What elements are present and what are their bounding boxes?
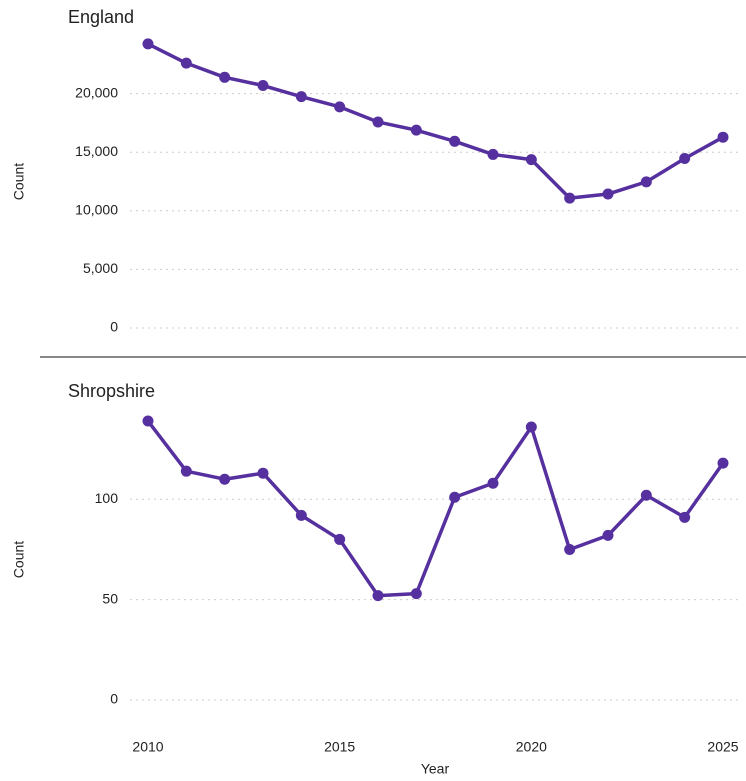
y-tick-label: 15,000 bbox=[75, 143, 118, 159]
point bbox=[334, 533, 346, 545]
point bbox=[372, 590, 384, 602]
point bbox=[640, 489, 652, 501]
x-tick-label: 2015 bbox=[324, 739, 355, 755]
point bbox=[295, 509, 307, 521]
y-tick-label: 0 bbox=[110, 691, 118, 707]
point bbox=[219, 71, 231, 83]
point bbox=[564, 543, 576, 555]
point bbox=[525, 154, 537, 166]
y-tick-label: 50 bbox=[102, 590, 118, 606]
point bbox=[717, 457, 729, 469]
point bbox=[180, 57, 192, 69]
point bbox=[564, 192, 576, 204]
y-tick-label: 20,000 bbox=[75, 84, 118, 100]
x-axis-label: Year bbox=[421, 761, 450, 777]
point bbox=[602, 529, 614, 541]
point bbox=[372, 116, 384, 128]
point bbox=[717, 131, 729, 143]
point bbox=[487, 477, 499, 489]
x-tick-label: 2020 bbox=[516, 739, 547, 755]
line bbox=[146, 419, 725, 598]
point bbox=[295, 91, 307, 103]
point bbox=[679, 153, 691, 165]
y-tick-label: 5,000 bbox=[83, 260, 118, 276]
panel-title: England bbox=[68, 7, 134, 27]
line bbox=[147, 42, 724, 200]
point bbox=[142, 38, 154, 50]
point bbox=[219, 473, 231, 485]
x-tick-label: 2025 bbox=[707, 739, 738, 755]
point bbox=[334, 101, 346, 113]
point bbox=[525, 421, 537, 433]
point bbox=[449, 135, 461, 147]
point bbox=[410, 124, 422, 136]
point bbox=[679, 511, 691, 523]
point bbox=[602, 188, 614, 200]
point bbox=[257, 80, 269, 92]
point bbox=[410, 588, 422, 600]
y-axis-label: Count bbox=[11, 541, 27, 578]
point bbox=[449, 491, 461, 503]
y-axis-label: Count bbox=[11, 163, 27, 200]
y-tick-label: 10,000 bbox=[75, 202, 118, 218]
point bbox=[640, 176, 652, 188]
y-tick-label: 100 bbox=[95, 490, 119, 506]
point bbox=[180, 465, 192, 477]
point bbox=[142, 415, 154, 427]
point bbox=[257, 467, 269, 479]
panel-title: Shropshire bbox=[68, 381, 155, 401]
point bbox=[487, 148, 499, 160]
y-tick-label: 0 bbox=[110, 319, 118, 335]
x-tick-label: 2010 bbox=[132, 739, 163, 755]
